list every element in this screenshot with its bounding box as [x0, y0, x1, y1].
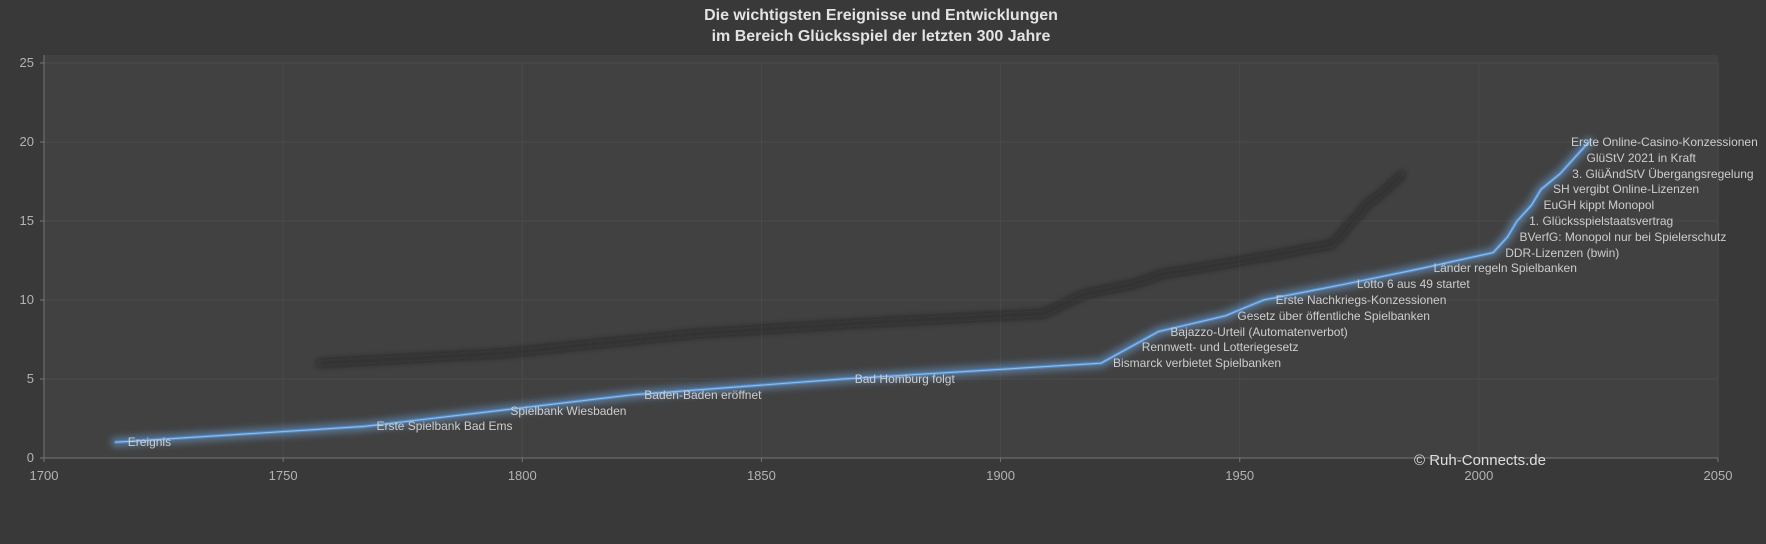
event-label: SH vergibt Online-Lizenzen — [1553, 182, 1700, 197]
event-label: Erste Spielbank Bad Ems — [376, 419, 513, 434]
event-label: Bajazzo-Urteil (Automatenverbot) — [1170, 324, 1348, 339]
x-tick-label: 1850 — [746, 468, 776, 483]
event-label: Rennwett- und Lotteriegesetz — [1141, 340, 1299, 355]
axes — [40, 55, 1719, 462]
y-tick-label: 0 — [26, 450, 34, 465]
x-tick-label: 1800 — [507, 468, 537, 483]
y-tick-label: 10 — [19, 292, 34, 307]
event-label: Ereignis — [127, 435, 172, 450]
event-label: Baden-Baden eröffnet — [644, 387, 762, 402]
plot-area — [44, 55, 1718, 458]
event-label: Erste Online-Casino-Konzessionen — [1571, 135, 1758, 149]
event-label: Bismarck verbietet Spielbanken — [1113, 356, 1282, 371]
event-label: EuGH kippt Monopol — [1543, 198, 1655, 213]
line-shadow — [316, 171, 1405, 367]
event-label: Spielbank Wiesbaden — [510, 403, 627, 418]
event-line-highlight — [115, 141, 1590, 443]
y-tick-label: 25 — [19, 55, 34, 70]
y-tick-label: 15 — [19, 213, 34, 228]
event-label: Bad Homburg folgt — [854, 372, 955, 386]
event-label: GlüStV 2021 in Kraft — [1586, 150, 1696, 165]
event-label: DDR-Lizenzen (bwin) — [1505, 245, 1620, 260]
x-tick-label: 1700 — [29, 468, 59, 483]
event-label: Länder regeln Spielbanken — [1433, 261, 1577, 276]
event-label: 1. Glücksspielstaatsvertrag — [1529, 214, 1674, 228]
event-label: Lotto 6 aus 49 startet — [1356, 277, 1470, 292]
chart-title-line1: Die wichtigsten Ereignisse und Entwicklu… — [704, 7, 1058, 24]
x-tick-label: 1950 — [1225, 468, 1255, 483]
event-label: Erste Nachkriegs-Konzessionen — [1275, 293, 1447, 307]
y-tick-label: 20 — [19, 134, 34, 149]
x-tick-label: 2050 — [1703, 468, 1733, 483]
chart-title-line2: im Bereich Glücksspiel der letzten 300 J… — [711, 28, 1051, 45]
event-label: Gesetz über öffentliche Spielbanken — [1237, 308, 1430, 323]
event-label: 3. GlüÄndStV Übergangsregelung — [1572, 166, 1754, 181]
x-tick-label: 1750 — [268, 468, 298, 483]
copyright-text: © Ruh-Connects.de — [1414, 452, 1546, 469]
x-tick-label: 1900 — [986, 468, 1016, 483]
y-tick-label: 5 — [26, 371, 34, 386]
chart-title: Die wichtigsten Ereignisse und Entwicklu… — [44, 5, 1718, 47]
event-label: BVerfG: Monopol nur bei Spielerschutz — [1519, 229, 1727, 244]
x-tick-label: 2000 — [1464, 468, 1494, 483]
